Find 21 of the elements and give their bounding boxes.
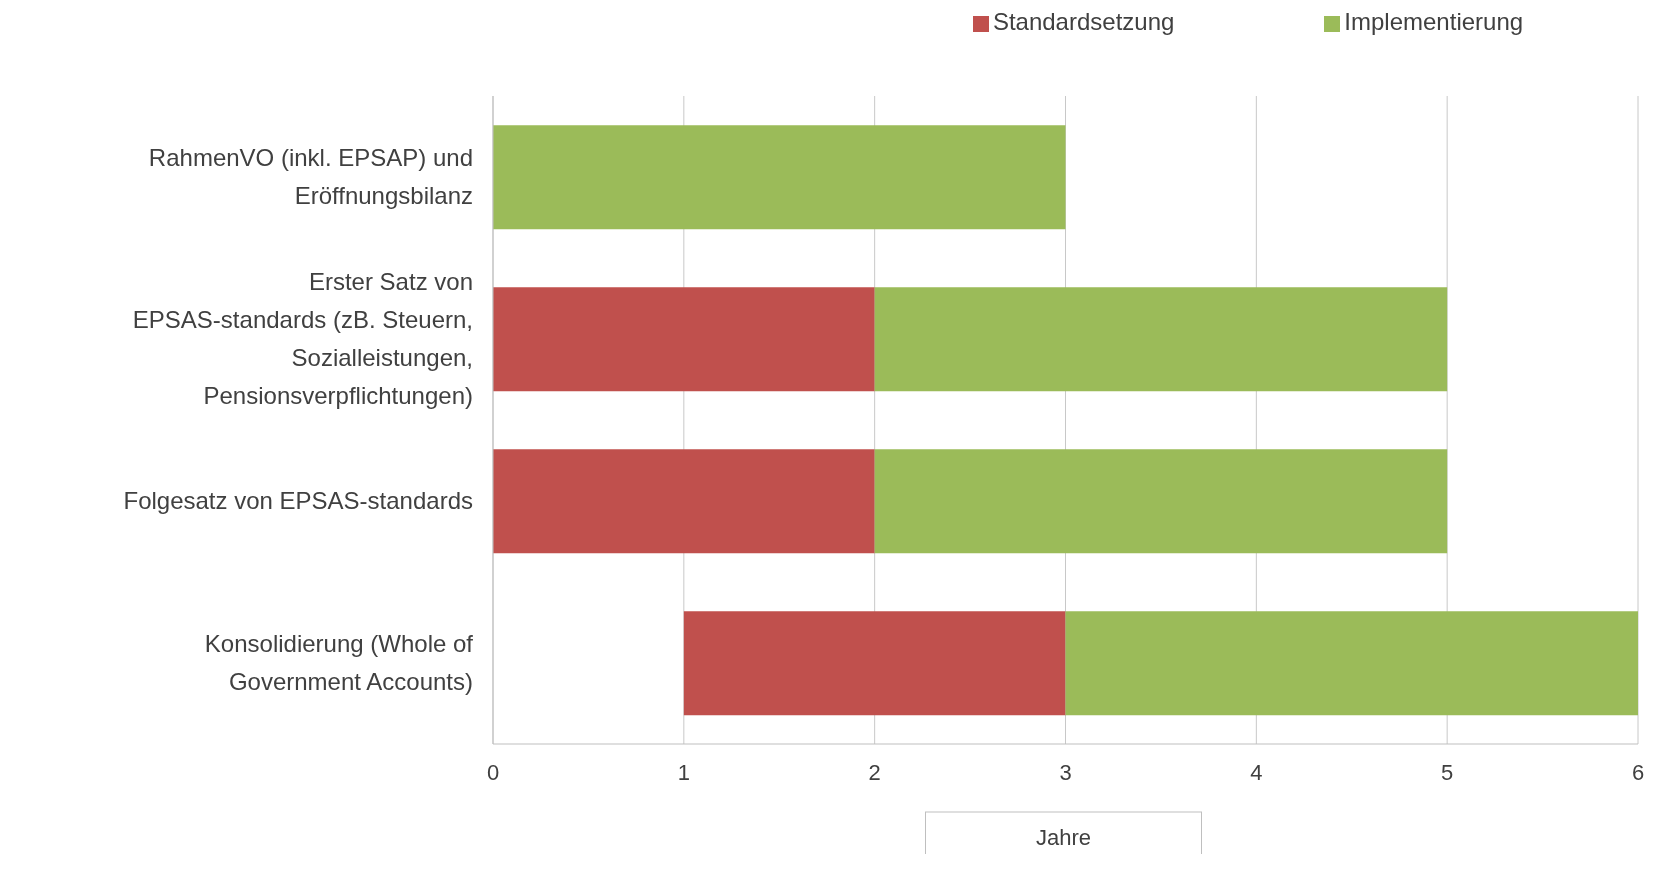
x-tick-label: 5 [1441, 759, 1454, 785]
bar [683, 611, 1066, 716]
x-tick-label: 1 [677, 759, 690, 785]
y-tick-label: Erster Satz von EPSAS-standards (zB. Steuern, Sozialleistungen, Pensionsverpflichtungen) [132, 268, 473, 409]
y-tick-label: RahmenVO (inkl. EPSAP) und Eröffnungsbilanz [148, 144, 473, 209]
x-tick-label: 4 [1250, 759, 1263, 785]
x-tick-label: 6 [1631, 759, 1645, 785]
bar [874, 287, 1448, 392]
x-tick-label: 0 [486, 759, 500, 785]
x-tick-label: 3 [1059, 759, 1072, 785]
bar [874, 449, 1448, 554]
x-axis-title: Jahre [1035, 825, 1092, 850]
x-tick-label: 2 [868, 759, 881, 785]
bar [493, 449, 875, 554]
bar [493, 125, 1066, 230]
bar [1065, 611, 1638, 716]
legend-label: Implementierung [1344, 8, 1524, 35]
y-tick-label: Konsolidierung (Whole of Government Accounts) [204, 630, 474, 695]
legend-label: Standardsetzung [992, 8, 1175, 35]
bar [493, 287, 875, 392]
y-tick-label: Folgesatz von EPSAS-standards [123, 487, 473, 514]
